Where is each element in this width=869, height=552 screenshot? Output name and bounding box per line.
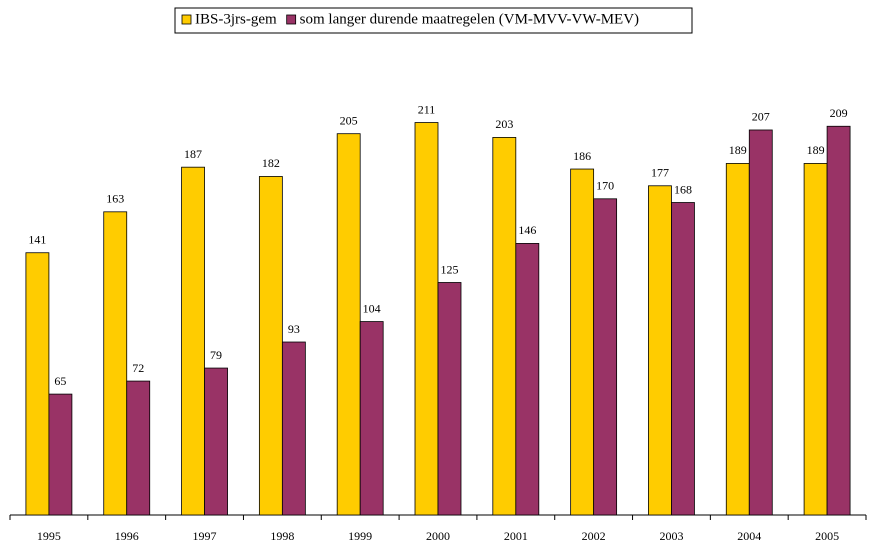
bar <box>336 133 361 516</box>
x-tick-label: 2004 <box>737 529 761 543</box>
value-label: 125 <box>441 262 459 276</box>
bar <box>648 185 672 516</box>
bar <box>803 163 828 516</box>
value-label: 189 <box>807 143 825 157</box>
legend-label: som langer durende maatregelen (VM-MVV-V… <box>300 11 639 27</box>
bar <box>725 163 750 516</box>
bar <box>25 252 50 516</box>
value-label: 211 <box>418 102 436 116</box>
value-label: 182 <box>262 156 280 170</box>
value-label: 186 <box>573 149 591 163</box>
x-tick-label: 1995 <box>37 529 61 543</box>
legend-box <box>174 7 693 34</box>
value-label: 163 <box>106 192 124 206</box>
value-label: 170 <box>596 179 614 193</box>
legend-label: IBS-3jrs-gem <box>195 11 277 27</box>
bar <box>414 122 439 516</box>
x-tick-label: 2000 <box>426 529 450 543</box>
bar <box>515 243 540 516</box>
bar <box>359 321 384 516</box>
value-label: 141 <box>28 232 46 246</box>
x-tick-label: 2003 <box>659 529 683 543</box>
value-label: 209 <box>830 106 848 120</box>
value-label: 168 <box>674 182 692 196</box>
value-label: 79 <box>210 348 222 362</box>
value-label: 146 <box>518 223 536 237</box>
bar <box>181 166 205 516</box>
legend-swatch <box>286 14 297 25</box>
value-label: 189 <box>729 143 747 157</box>
bar <box>593 198 618 516</box>
bar <box>570 168 595 516</box>
value-label: 205 <box>340 113 358 127</box>
x-tick-label: 1998 <box>270 529 294 543</box>
bar <box>103 211 128 516</box>
x-tick-label: 1997 <box>193 529 217 543</box>
value-label: 104 <box>363 301 381 315</box>
value-label: 177 <box>651 166 669 180</box>
value-label: 207 <box>752 110 770 124</box>
x-tick-label: 1996 <box>115 529 139 543</box>
value-label: 72 <box>132 361 144 375</box>
x-tick-label: 2001 <box>504 529 528 543</box>
bar <box>48 393 73 516</box>
bar <box>258 176 283 516</box>
x-tick-label: 1999 <box>348 529 372 543</box>
bar <box>826 125 851 516</box>
legend-swatch <box>181 14 192 25</box>
value-label: 187 <box>184 147 202 161</box>
bar <box>204 367 228 516</box>
value-label: 93 <box>288 322 300 336</box>
bar <box>126 380 151 516</box>
bar <box>748 129 773 516</box>
value-label: 65 <box>54 374 66 388</box>
x-tick-label: 2002 <box>582 529 606 543</box>
value-label: 203 <box>495 117 513 131</box>
x-tick-label: 2005 <box>815 529 839 543</box>
bar <box>281 341 306 516</box>
bar <box>492 137 517 516</box>
bar <box>671 202 695 516</box>
bar <box>437 282 462 516</box>
